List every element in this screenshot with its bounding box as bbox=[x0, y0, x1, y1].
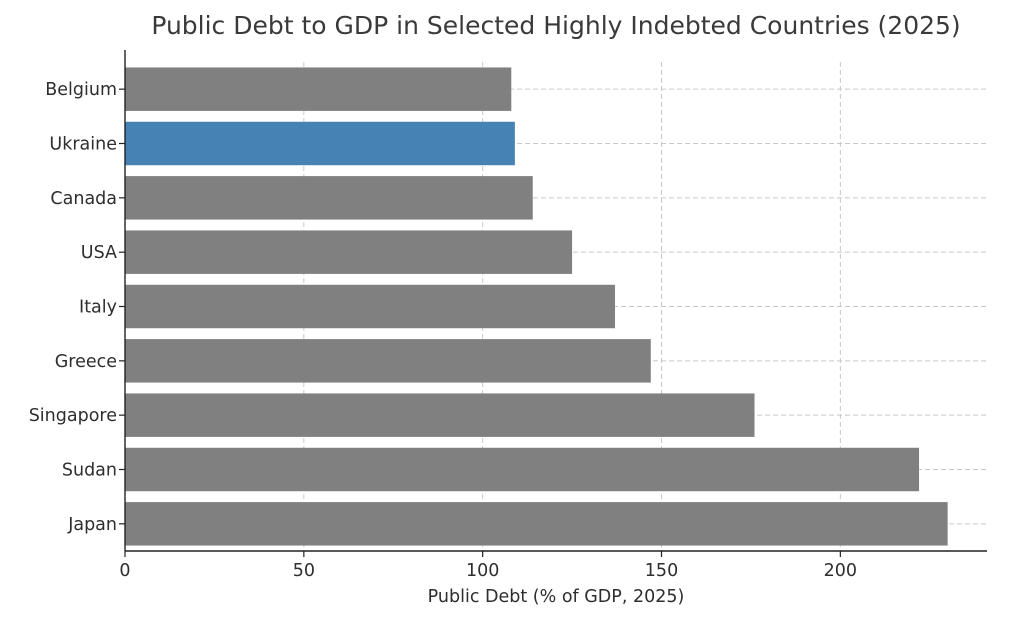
bar-greece bbox=[125, 339, 651, 383]
y-tick-label: Ukraine bbox=[49, 135, 117, 155]
y-tick-label: Singapore bbox=[29, 406, 117, 426]
x-tick-label: 50 bbox=[293, 561, 315, 581]
x-axis-tick-labels: 0 50 100 150 200 bbox=[119, 551, 857, 581]
bar-canada bbox=[125, 176, 533, 220]
y-tick-label: Italy bbox=[79, 298, 117, 318]
bars bbox=[125, 67, 948, 546]
x-tick-label: 0 bbox=[119, 561, 130, 581]
bar-japan bbox=[125, 502, 948, 546]
bar-singapore bbox=[125, 393, 755, 437]
y-tick-label: USA bbox=[81, 243, 117, 263]
bar-usa bbox=[125, 230, 573, 274]
bar-italy bbox=[125, 284, 616, 329]
y-tick-label: Sudan bbox=[62, 461, 117, 481]
y-tick-label: Greece bbox=[55, 352, 117, 372]
x-tick-label: 200 bbox=[824, 561, 857, 581]
x-tick-label: 100 bbox=[466, 561, 499, 581]
bar-ukraine bbox=[125, 121, 515, 166]
chart-title: Public Debt to GDP in Selected Highly In… bbox=[151, 11, 960, 40]
y-tick-label: Japan bbox=[67, 515, 117, 535]
bar-sudan bbox=[125, 447, 920, 492]
y-axis-tick-labels: Belgium Ukraine Canada USA Italy Greece Singap… bbox=[29, 80, 125, 535]
x-axis-label: Public Debt (% of GDP, 2025) bbox=[428, 587, 685, 607]
y-tick-label: Canada bbox=[50, 189, 117, 209]
y-tick-label: Belgium bbox=[45, 80, 117, 100]
x-tick-label: 150 bbox=[645, 561, 678, 581]
bar-belgium bbox=[125, 67, 512, 111]
